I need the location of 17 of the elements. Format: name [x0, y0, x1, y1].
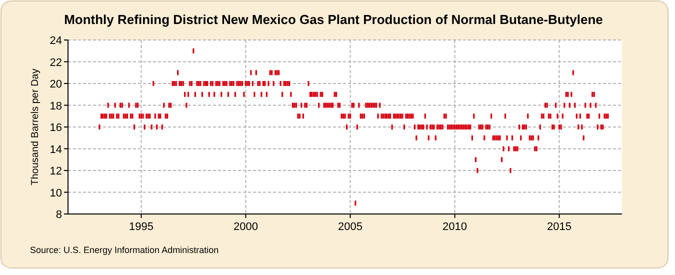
- y-tick-label: 18: [50, 100, 62, 112]
- x-tick-label: 2015: [547, 221, 572, 233]
- chart-title: Monthly Refining District New Mexico Gas Plant Production of Normal Butane-Butylene: [64, 12, 603, 27]
- y-tick-label: 24: [50, 35, 62, 47]
- y-tick-label: 16: [50, 122, 62, 134]
- y-tick-label: 14: [50, 144, 62, 156]
- y-axis-title: Thousand Barrels per Day: [30, 68, 41, 186]
- source-note: Source: U.S. Energy Information Administration: [30, 245, 219, 255]
- x-tick-label: 1995: [129, 221, 154, 233]
- x-tick-label: 2005: [338, 221, 363, 233]
- y-tick-label: 10: [50, 187, 62, 200]
- y-tick-label: 12: [50, 166, 62, 178]
- x-tick-label: 2010: [442, 221, 468, 233]
- y-tick-label: 20: [50, 78, 62, 90]
- y-tick-label: 8: [56, 209, 62, 221]
- y-tick-label: 22: [50, 56, 62, 69]
- x-tick-label: 2000: [234, 221, 258, 233]
